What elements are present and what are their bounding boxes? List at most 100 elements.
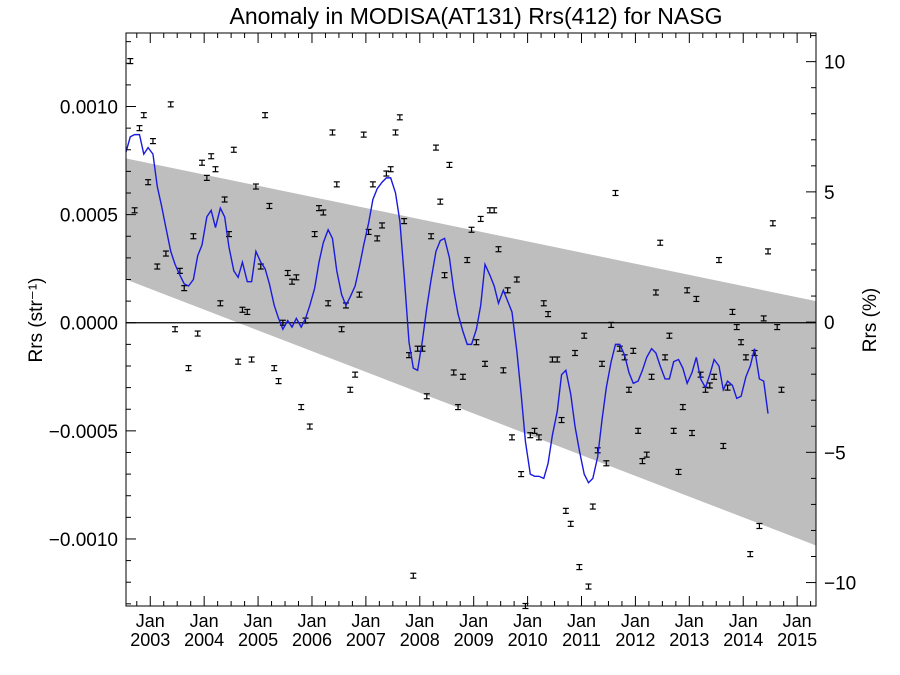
data-point [666,332,673,339]
x-tick-label-year: 2009 [454,630,494,650]
y-axis-label-right: Rrs (%) [860,288,881,352]
data-point [508,434,515,441]
x-tick-label-month: Jan [783,611,812,631]
plot-frame [125,32,817,607]
data-point [239,306,246,313]
y-axis-label-left: Rrs (str⁻¹) [26,278,47,363]
data-point [293,274,300,281]
x-tick-label-year: 2003 [130,630,170,650]
x-tick-label-year: 2012 [615,630,655,650]
y-tick-label-right: −10 [824,574,856,595]
data-point [774,323,781,331]
data-point [333,181,340,188]
data-point [625,386,632,393]
data-point [271,365,278,372]
data-point [392,129,399,136]
data-point [459,373,466,380]
data-point [473,339,480,346]
data-point [172,326,179,333]
y-tick-label-right: −5 [824,443,846,464]
axis-tick-labels: 0.0010 0.0005 0.0000 −0.0005 −0.0010 10 5 0 −5 −1… [49,53,856,650]
data-point [441,272,448,279]
data-point [585,583,592,590]
x-tick-label-year: 2011 [562,630,601,650]
y-tick-label-right: 0 [824,313,835,334]
data-point [185,365,192,372]
data-point [244,308,251,316]
data-point [275,378,282,385]
data-point [235,358,242,365]
data-point [352,371,359,378]
chart-title: Anomaly in MODISA(AT131) Rrs(412) for NA… [230,3,723,29]
data-point [252,183,259,190]
x-tick-label-year: 2008 [400,630,440,650]
data-point [630,347,637,354]
data-point [513,276,520,283]
data-point [347,386,354,393]
data-point [199,159,206,166]
data-point [504,287,511,294]
x-tick-label-month: Jan [621,611,650,631]
data-point [437,198,444,205]
y-tick-label-left: −0.0005 [49,422,118,443]
data-point [639,458,646,465]
x-tick-label-month: Jan [297,611,326,631]
data-point [145,179,152,186]
data-point [572,349,579,357]
x-tick-label-month: Jan [675,611,704,631]
data-point [612,189,619,197]
data-point [194,330,201,337]
data-point [662,354,669,361]
data-point [643,451,650,458]
data-point [684,287,691,294]
data-point [527,432,534,439]
data-point [648,373,655,380]
data-point [540,300,547,307]
data-point [450,369,457,376]
data-point [747,551,754,558]
y-tick-label-right: 5 [824,183,835,204]
data-point [428,233,435,240]
data-point [652,289,659,296]
x-tick-label-month: Jan [567,611,596,631]
plot-area [125,32,817,610]
data-point [581,332,588,339]
x-tick-label-year: 2006 [292,630,332,650]
data-point [562,507,569,514]
y-tick-label-left: 0.0000 [60,314,118,335]
x-tick-label-year: 2010 [508,630,548,650]
data-point [616,345,623,352]
x-tick-label-month: Jan [513,611,542,631]
data-point [149,138,156,145]
data-point [711,373,718,380]
data-point [140,112,147,119]
data-point [262,112,269,119]
data-point [558,416,565,424]
data-point [154,263,161,270]
data-point [455,403,462,411]
data-point [212,166,219,173]
x-tick-label-year: 2013 [669,630,709,650]
x-tick-label-month: Jan [136,611,165,631]
data-point [306,423,313,430]
y-tick-label-right: 10 [824,53,845,74]
data-point [500,367,507,374]
data-point [567,520,574,527]
trend-band [126,158,816,546]
data-point [756,522,763,530]
data-point [311,230,318,238]
x-tick-label-month: Jan [244,611,273,631]
smoothed-anomaly-line [125,133,769,484]
data-point [289,278,296,285]
data-point [432,144,439,151]
data-point [176,267,183,274]
axis-ticks [126,33,816,606]
data-point [706,382,713,389]
data-point [208,153,215,160]
data-point [356,291,363,298]
x-tick-label-month: Jan [729,611,758,631]
x-tick-label-year: 2007 [346,630,386,650]
data-point [387,166,394,173]
data-point [338,326,345,333]
